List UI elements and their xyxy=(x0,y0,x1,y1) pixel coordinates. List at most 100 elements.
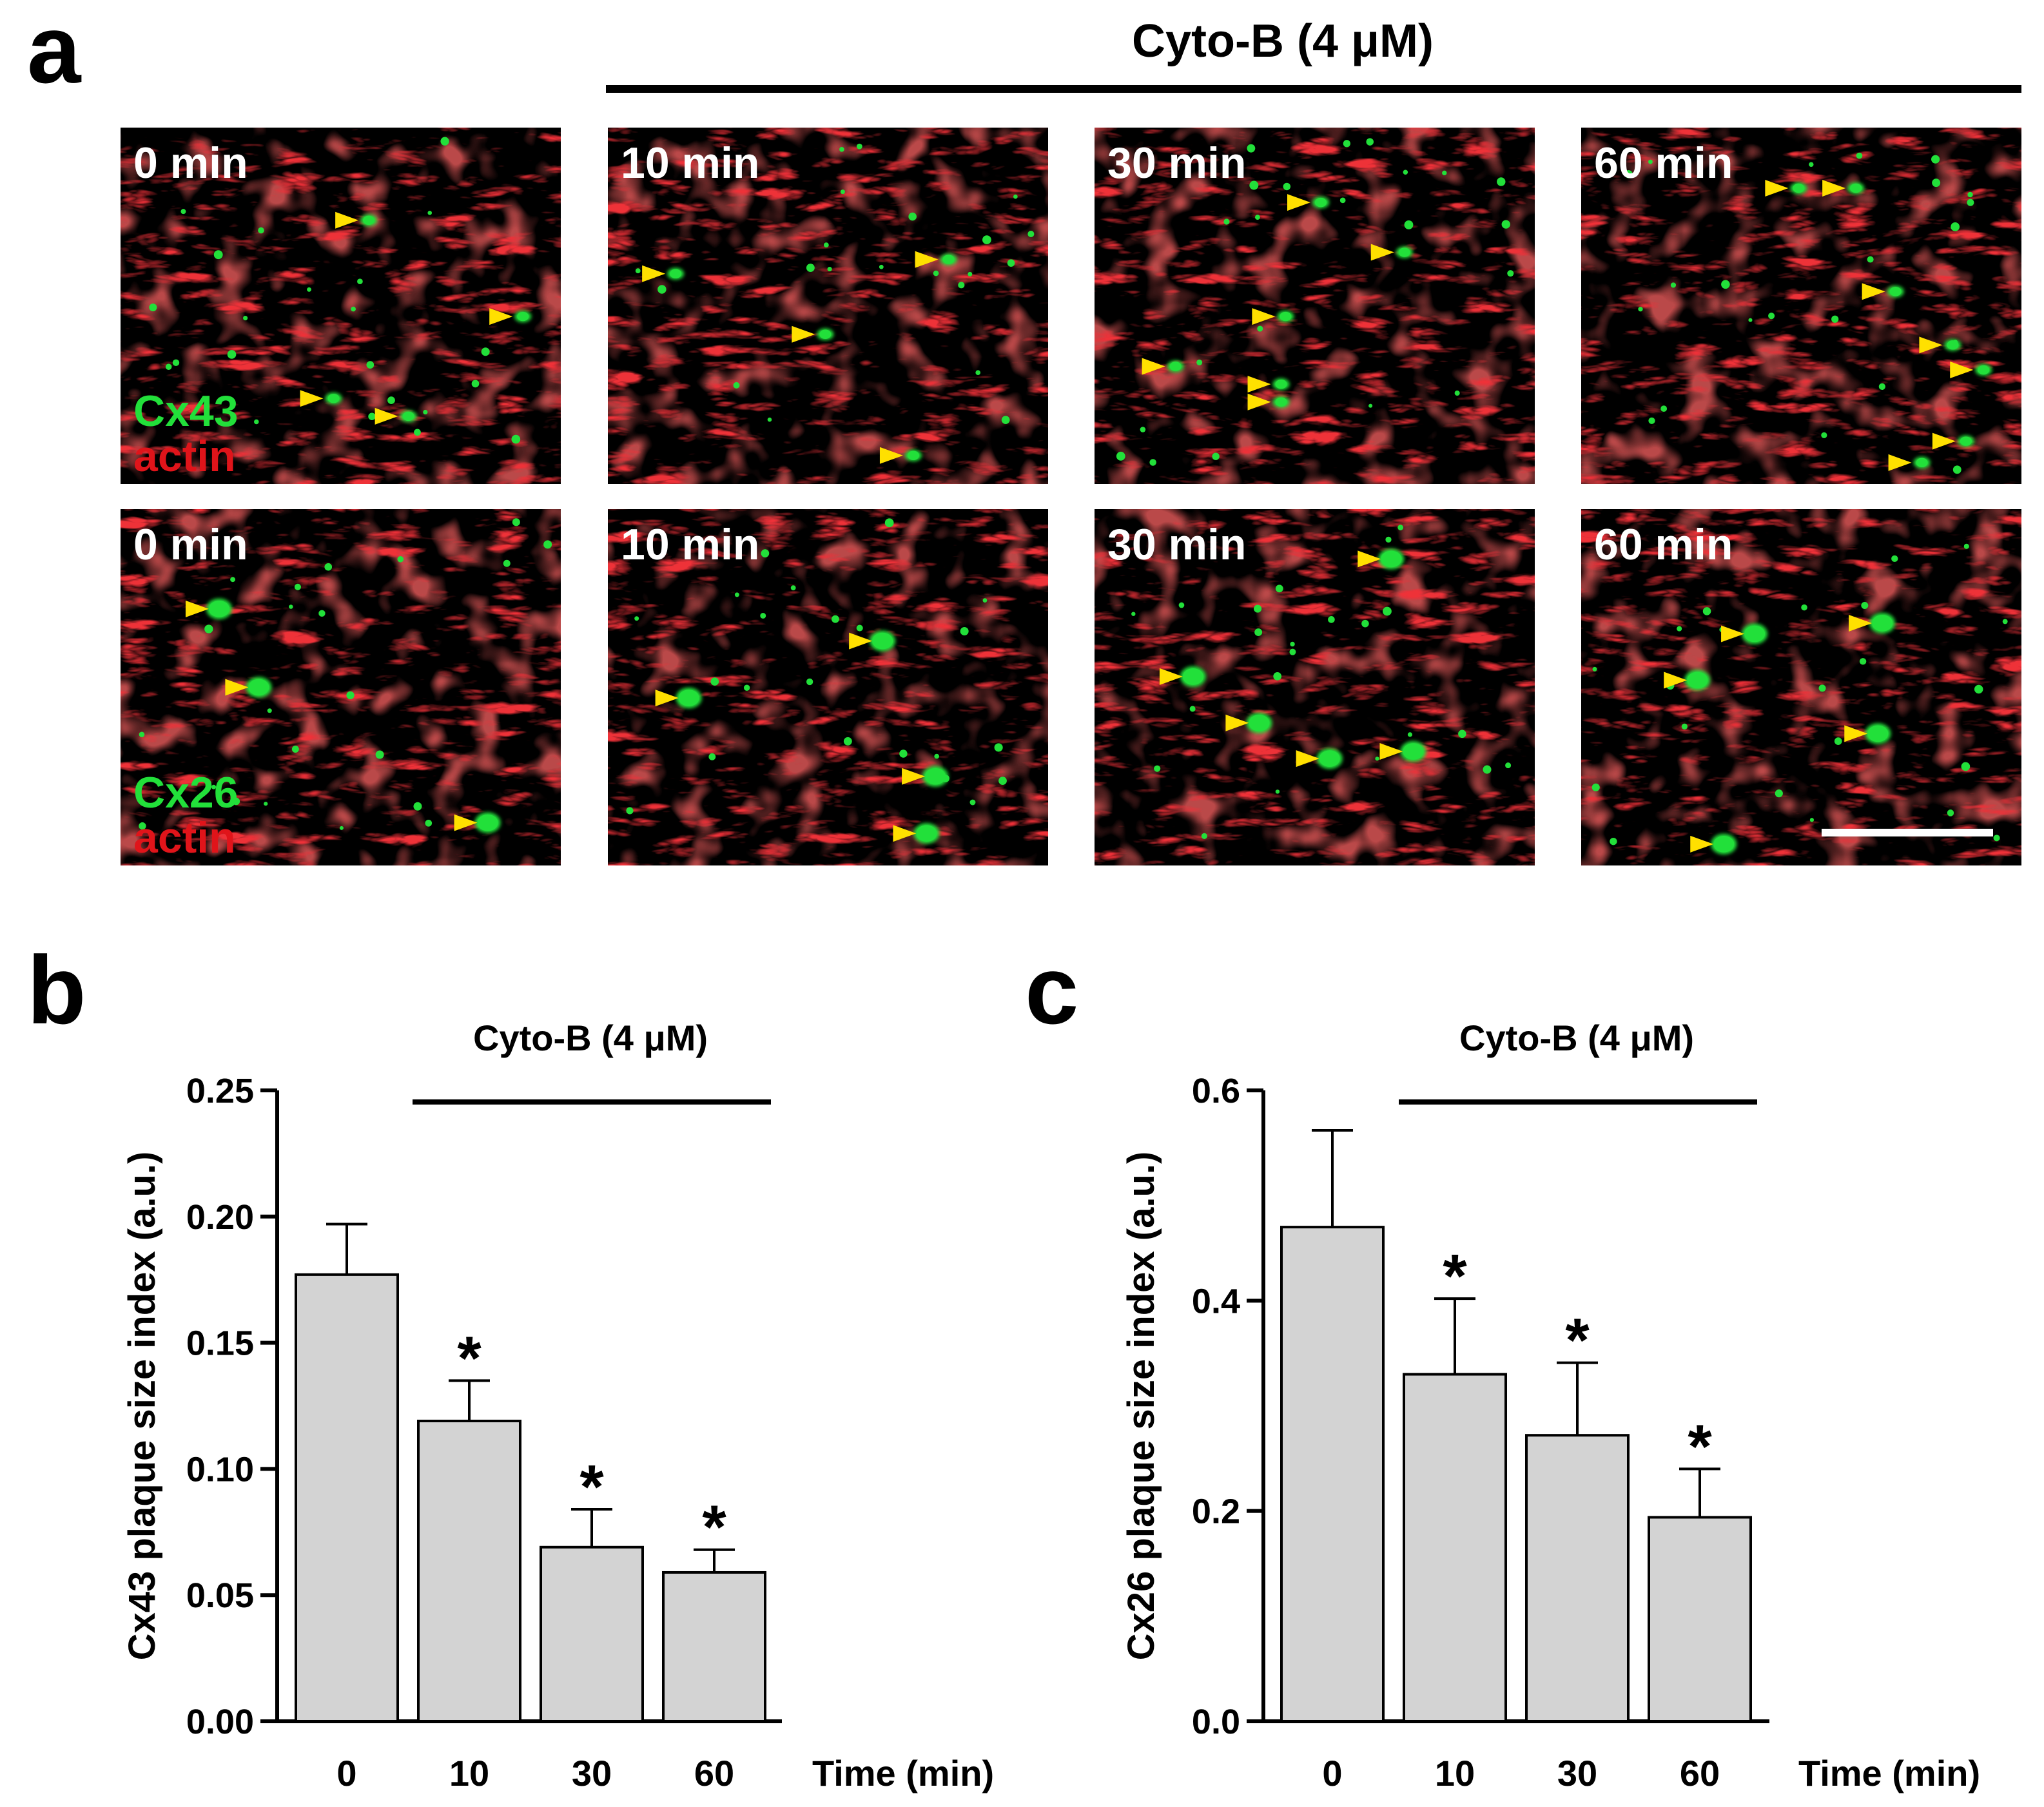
bar xyxy=(1280,1226,1385,1723)
cx-punctum xyxy=(1721,280,1730,289)
x-tick-label: 0 xyxy=(336,1753,356,1793)
cx-punctum xyxy=(1223,218,1230,225)
cx-punctum xyxy=(227,350,237,359)
cx-punctum xyxy=(351,306,356,312)
cx-plaque xyxy=(1403,743,1424,760)
cx-punctum xyxy=(423,409,428,415)
cx-punctum xyxy=(1768,313,1775,320)
cx-plaque xyxy=(1793,183,1805,193)
arrowhead-marker xyxy=(1379,743,1403,760)
cx-plaque xyxy=(1872,615,1893,632)
cx-punctum xyxy=(1648,159,1653,164)
arrowhead-marker xyxy=(454,814,478,831)
cx-punctum xyxy=(1212,452,1220,460)
cx-punctum xyxy=(982,598,988,603)
micrograph-tile: 60 min xyxy=(1581,509,2021,865)
cx-punctum xyxy=(543,540,552,549)
cx-plaque xyxy=(678,690,699,706)
x-tick-label: 60 xyxy=(1680,1753,1720,1793)
cx-punctum xyxy=(258,227,264,234)
cx-plaque xyxy=(1960,436,1972,446)
cx-punctum xyxy=(339,826,344,830)
cx-punctum xyxy=(1748,318,1753,322)
bar xyxy=(295,1273,399,1723)
cx-punctum xyxy=(734,592,739,597)
cx-punctum xyxy=(761,549,770,557)
cx-punctum xyxy=(357,278,363,285)
cx-punctum xyxy=(840,189,845,195)
cx-plaque xyxy=(1889,287,1902,296)
cx-punctum xyxy=(1867,256,1874,263)
cx-punctum xyxy=(139,731,145,738)
x-axis-label: Time (min) xyxy=(1798,1753,1980,1793)
arrowhead-marker xyxy=(915,251,939,268)
cx-punctum xyxy=(1140,427,1146,432)
cx-punctum xyxy=(1196,359,1203,365)
arrowhead-marker xyxy=(300,390,324,407)
cx-punctum xyxy=(879,264,884,269)
tile-time-label: 60 min xyxy=(1594,139,1733,188)
y-axis-label: Cx43 plaque size index (a.u.) xyxy=(121,1152,163,1661)
cx-plaque xyxy=(819,329,832,339)
cx-punctum xyxy=(267,708,272,713)
cx-punctum xyxy=(760,612,766,619)
x-axis-label: Time (min) xyxy=(812,1753,994,1793)
cx-plaque xyxy=(1850,183,1862,193)
cx-punctum xyxy=(975,370,981,375)
cx-plaque xyxy=(1916,458,1928,468)
cx-punctum xyxy=(414,429,421,436)
cx-punctum xyxy=(708,753,716,760)
cx-punctum xyxy=(1497,177,1506,186)
cx-punctum xyxy=(397,556,404,563)
cx-punctum xyxy=(213,250,223,260)
cx-punctum xyxy=(1343,140,1350,148)
cx-punctum xyxy=(324,563,333,571)
cx-punctum xyxy=(1856,152,1863,159)
cx-plaque xyxy=(670,269,682,278)
cx-punctum xyxy=(289,604,293,609)
cx-plaque xyxy=(402,411,414,421)
arrowhead-marker xyxy=(335,211,359,229)
cx-punctum xyxy=(1834,737,1842,745)
actin-fibers xyxy=(121,128,561,484)
significance-marker: * xyxy=(1443,1242,1467,1311)
cx-punctum xyxy=(294,583,302,590)
cx-punctum xyxy=(1116,451,1125,461)
cx-punctum xyxy=(318,610,326,617)
cx-plaque xyxy=(907,450,919,460)
panel-b-label: b xyxy=(27,936,86,1044)
cx-punctum xyxy=(2002,619,2008,624)
y-tick-label: 0.6 xyxy=(1192,1072,1240,1110)
tile-time-label: 60 min xyxy=(1594,520,1733,569)
stain-label: actin xyxy=(133,432,236,481)
cx-punctum xyxy=(1648,417,1655,424)
treatment-label: Cyto-B (4 μM) xyxy=(473,1018,708,1058)
cx-punctum xyxy=(1189,706,1196,712)
cx-punctum xyxy=(1328,616,1335,623)
cx-plaque xyxy=(942,255,955,264)
cx-punctum xyxy=(1677,626,1682,632)
cx-punctum xyxy=(1383,606,1392,616)
cx-punctum xyxy=(149,303,157,312)
arrowhead-marker xyxy=(1690,835,1714,853)
arrowhead-marker xyxy=(1888,454,1912,471)
cx-punctum xyxy=(856,624,863,632)
x-tick-label: 10 xyxy=(449,1753,489,1793)
cx-punctum xyxy=(204,624,213,633)
arrowhead-marker xyxy=(225,679,249,696)
cx-punctum xyxy=(1507,270,1514,277)
cx-punctum xyxy=(743,684,750,691)
cx-plaque xyxy=(517,311,529,322)
arrowhead-marker xyxy=(1932,432,1956,450)
significance-marker: * xyxy=(1688,1412,1712,1481)
cx-punctum xyxy=(908,212,917,221)
cx-plaque xyxy=(1867,725,1889,742)
cx-punctum xyxy=(958,282,965,289)
cx-plaque xyxy=(1319,750,1340,767)
x-tick-label: 10 xyxy=(1435,1753,1475,1793)
cx-plaque xyxy=(1169,362,1182,371)
cx-punctum xyxy=(1458,730,1466,739)
cx-punctum xyxy=(1403,169,1408,175)
